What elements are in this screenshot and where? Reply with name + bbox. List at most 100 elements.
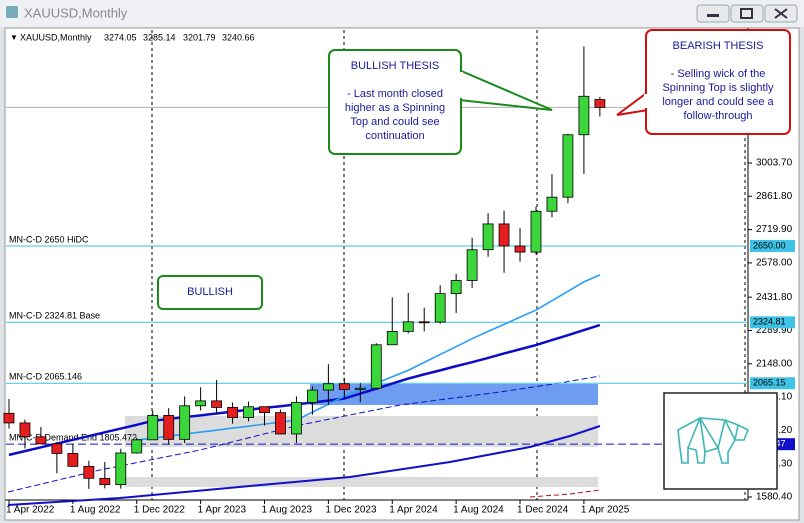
level-tag-label: 2065.15 [753, 378, 786, 388]
level-label: MN-C-D 2065.146 [9, 372, 82, 382]
x-tick-label: 1 Apr 2023 [198, 505, 247, 516]
y-tick-label: 2148.00 [756, 358, 793, 369]
level-tag-label: 2324.81 [753, 317, 786, 327]
callouts [157, 29, 791, 490]
close-icon [774, 8, 788, 19]
moving-average [136, 274, 601, 441]
chart-menu-arrow[interactable]: ▼ [10, 33, 18, 42]
candle-body [227, 407, 238, 418]
level-tag [750, 377, 795, 390]
candle-body [67, 453, 79, 467]
bullish-thesis-box [328, 49, 462, 155]
minimize-button[interactable] [696, 4, 730, 23]
candle-body [354, 387, 366, 390]
header-high: 3285.14 [143, 32, 176, 42]
candle-body [386, 331, 398, 346]
level-label: MN-C-D 2324.81 Base [9, 311, 100, 321]
x-tick-label: 1 Aug 2024 [453, 505, 504, 516]
candle-body [594, 99, 606, 108]
logo-box [663, 392, 778, 490]
candle-body [498, 223, 510, 247]
candle-body [243, 406, 254, 418]
candle-body [546, 196, 558, 212]
x-tick-label: 1 Dec 2022 [134, 505, 186, 516]
window-icon [6, 6, 18, 18]
candle-body [514, 245, 526, 253]
window-title: XAUUSD,Monthly [24, 5, 128, 20]
chart-symbol: XAUUSD,Monthly [20, 32, 92, 42]
callout-join [458, 72, 463, 98]
x-tick-label: 1 Aug 2023 [262, 505, 313, 516]
candle-body [275, 412, 286, 435]
y-tick-label: 2861.80 [756, 191, 793, 202]
candle-body [338, 383, 350, 390]
y-tick-label: 2289.90 [756, 325, 793, 336]
zone [125, 477, 598, 487]
window-buttons[interactable] [696, 4, 798, 23]
candle-body [19, 422, 31, 438]
candle-body [259, 406, 270, 414]
band-line [7, 425, 601, 506]
y-tick-label: 3003.70 [756, 158, 793, 169]
level-tag [750, 316, 795, 329]
candle-body [163, 415, 175, 440]
header-open: 3274.05 [104, 32, 137, 42]
minimize-icon [707, 14, 719, 17]
candle-body [3, 412, 15, 424]
candle-body [35, 436, 47, 445]
maximize-button[interactable] [730, 4, 764, 23]
header-close: 3240.66 [222, 32, 255, 42]
x-tick-label: 1 Apr 2025 [581, 505, 630, 516]
bullish-thesis-text: - Last month closed higher as a Spinning… [344, 88, 446, 142]
y-tick-label: 2719.90 [756, 224, 793, 235]
y-tick-label: 2578.00 [756, 258, 793, 269]
candle-body [402, 321, 414, 332]
bearish-thesis-text: - Selling wick of the Spinning Top is sl… [662, 68, 774, 122]
candle-body [195, 400, 207, 407]
candle-body [211, 400, 222, 408]
candle-body [83, 465, 95, 479]
level-label: MN-C-D Demand End 1805.472 [9, 433, 137, 443]
candle-body [99, 477, 111, 486]
x-tick-label: 1 Apr 2024 [389, 505, 438, 516]
x-tick-label: 1 Apr 2022 [6, 505, 55, 516]
x-tick-label: 1 Aug 2022 [70, 505, 121, 516]
callout-join [644, 94, 649, 108]
bullish-thesis-title: BULLISH THESIS [350, 60, 440, 72]
candle-body [578, 95, 590, 136]
bullish-box [157, 275, 263, 310]
title-bar [0, 0, 804, 27]
maximize-icon [740, 8, 753, 19]
y-tick-label: 1580.40 [756, 492, 793, 503]
band-line [529, 489, 601, 498]
demand-zone [310, 384, 598, 405]
candle-body [450, 280, 462, 295]
candle-body [307, 389, 318, 403]
plot: 3003.70 2861.80 2719.90 2578.00 2431.80 2289.… [3, 46, 795, 516]
bearish-thesis-box [645, 29, 791, 135]
candle-body [370, 344, 382, 389]
level-tag-label: 2650.00 [753, 240, 786, 250]
candle-body [131, 439, 143, 454]
supply-zone [125, 416, 598, 447]
header-low: 3201.79 [183, 32, 216, 42]
x-tick-label: 1 Dec 2023 [325, 505, 377, 516]
candle-body [291, 402, 302, 435]
bullish-label: BULLISH [187, 286, 233, 298]
level-tag [750, 239, 795, 252]
y-tick-label: 2431.80 [756, 292, 793, 303]
candle-body [115, 452, 127, 486]
candle-body [179, 405, 191, 440]
candle-body [466, 249, 478, 281]
level-label: MN-C-D 2650 HiDC [9, 234, 89, 244]
candle-body [147, 415, 159, 441]
candle-body [434, 293, 446, 323]
bearish-thesis-title: BEARISH THESIS [672, 40, 764, 52]
candle-body [530, 210, 542, 253]
candle-body [482, 223, 494, 251]
moving-average [8, 323, 601, 457]
candle-body [322, 383, 334, 391]
candle-body [562, 134, 574, 198]
